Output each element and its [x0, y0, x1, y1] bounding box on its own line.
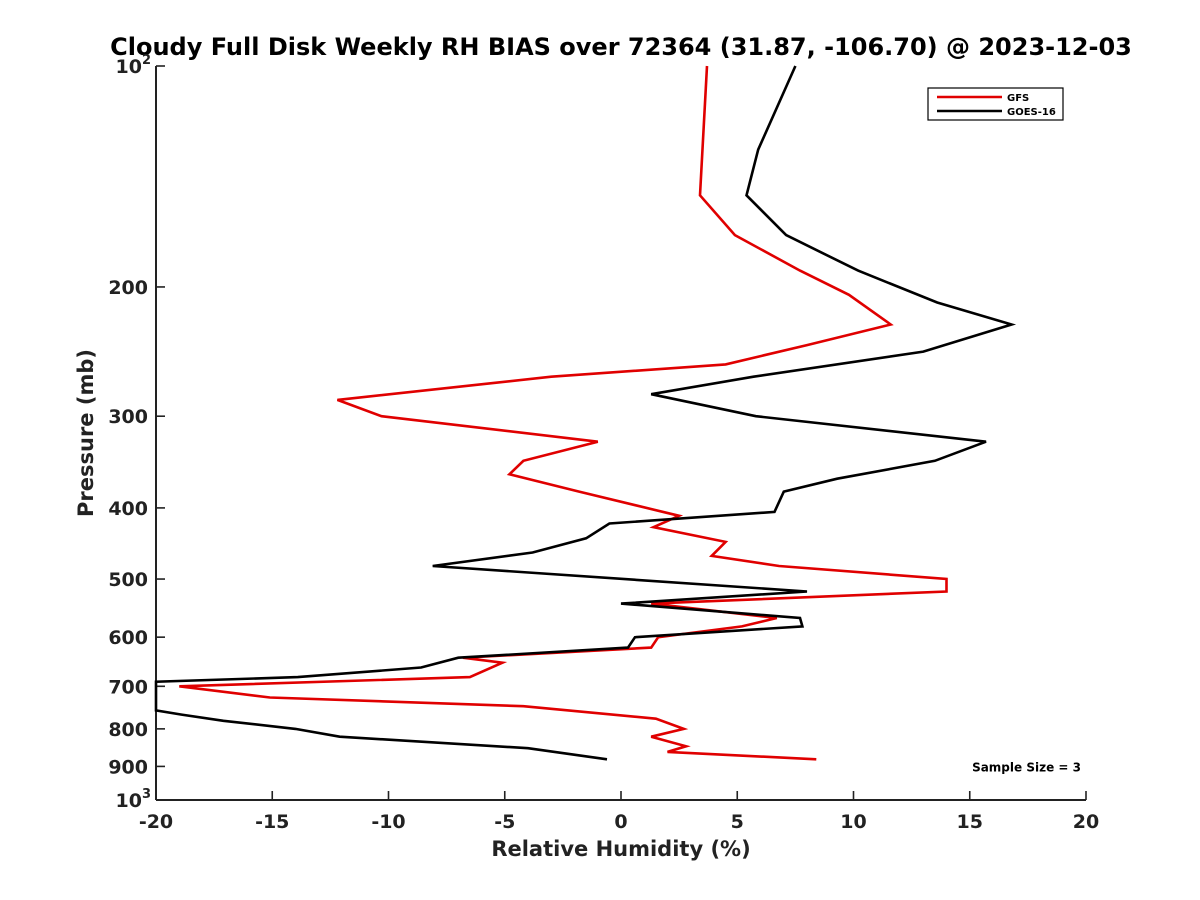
series-line-goes-16: [154, 65, 1017, 761]
x-tick-label: 5: [731, 811, 744, 833]
sample-size-annotation: Sample Size = 3: [972, 760, 1081, 774]
y-ticks: 102 200 300 400 500 600 700 800 900 103: [108, 53, 165, 812]
y-tick-label: 700: [108, 676, 148, 698]
series-group: [154, 65, 1017, 761]
chart-title: Cloudy Full Disk Weekly RH BIAS over 723…: [110, 33, 1132, 61]
x-ticks: -20 -15 -10 -5 0 5 10 15 20: [139, 791, 1099, 833]
x-tick-label: -5: [494, 811, 515, 833]
y-tick-label: 400: [108, 498, 148, 520]
y-tick-label: 900: [108, 756, 148, 778]
y-tick-label: 103: [116, 787, 152, 812]
legend-label-gfs: GFS: [1007, 93, 1029, 104]
y-tick-label: 200: [108, 277, 148, 299]
x-tick-label: 10: [840, 811, 866, 833]
x-tick-label: 15: [957, 811, 983, 833]
y-tick-label: 600: [108, 627, 148, 649]
legend: GFS GOES-16: [927, 87, 1064, 121]
plot-axes: [155, 66, 1086, 801]
y-tick-label: 102: [116, 53, 152, 78]
y-tick-label: 300: [108, 406, 148, 428]
y-axis-label: Pressure (mb): [74, 349, 98, 517]
x-axis-label: Relative Humidity (%): [491, 837, 750, 861]
y-tick-label: 500: [108, 569, 148, 591]
x-tick-label: 0: [614, 811, 627, 833]
legend-label-goes16: GOES-16: [1007, 107, 1056, 118]
y-tick-label: 800: [108, 719, 148, 741]
x-tick-label: -15: [255, 811, 289, 833]
series-line-gfs: [179, 65, 948, 761]
x-tick-label: 20: [1073, 811, 1099, 833]
x-tick-label: -20: [139, 811, 173, 833]
legend-box: [927, 87, 1064, 121]
x-tick-label: -10: [371, 811, 405, 833]
